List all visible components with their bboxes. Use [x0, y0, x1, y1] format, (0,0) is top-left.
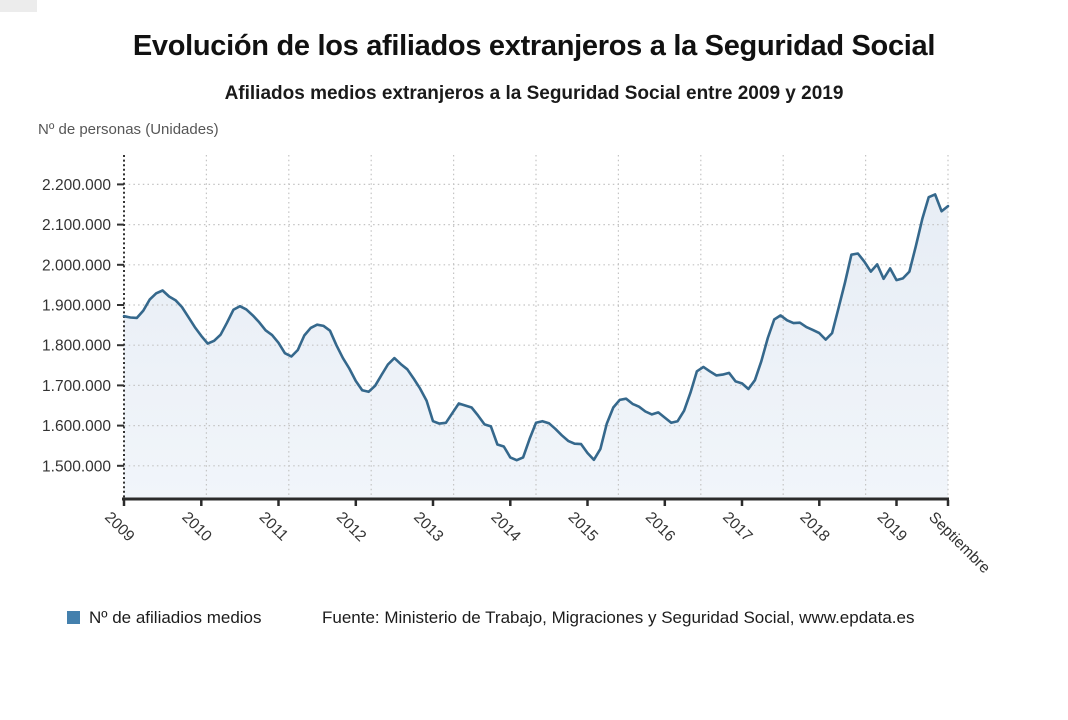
y-axis-label: 2.100.000 [42, 217, 111, 234]
y-axis-label: 1.800.000 [42, 338, 111, 355]
page-subtitle: Afiliados medios extranjeros a la Seguri… [224, 83, 844, 104]
page-title: Evolución de los afiliados extranjeros a… [132, 30, 936, 62]
y-axis-label: 1.900.000 [42, 298, 111, 315]
x-axis-label: 2017 [719, 509, 755, 545]
y-axis-label: 1.500.000 [42, 458, 111, 475]
legend-label: Nº de afiliadios medios [89, 608, 262, 627]
series-area-fill [124, 194, 948, 498]
y-axis-label: 2.000.000 [42, 257, 111, 274]
y-axis-title: Nº de personas (Unidades) [38, 121, 219, 138]
x-axis-label: 2011 [256, 509, 292, 545]
series-line [122, 193, 950, 462]
screenshot-corner-artifact [0, 0, 37, 12]
y-axis-label: 1.600.000 [42, 418, 111, 435]
x-axis-label: 2009 [101, 509, 137, 545]
x-axis-label: Septiembre [925, 509, 993, 577]
x-axis-label: 2018 [796, 509, 832, 545]
legend-marker-square [67, 611, 80, 624]
x-axis-label: 2013 [410, 509, 446, 545]
x-axis-label: 2019 [874, 509, 910, 545]
x-axis-label: 2014 [487, 509, 524, 546]
y-axis-label: 1.700.000 [42, 378, 111, 395]
x-axis-label: 2016 [642, 509, 678, 545]
y-axis-label: 2.200.000 [42, 177, 111, 194]
source-text: Fuente: Ministerio de Trabajo, Migracion… [322, 608, 915, 627]
legend-item: Nº de afiliadios medios [67, 608, 262, 628]
x-axis-label: 2015 [565, 509, 601, 545]
x-axis-label: 2010 [178, 509, 215, 546]
x-axis-label: 2012 [333, 509, 369, 545]
